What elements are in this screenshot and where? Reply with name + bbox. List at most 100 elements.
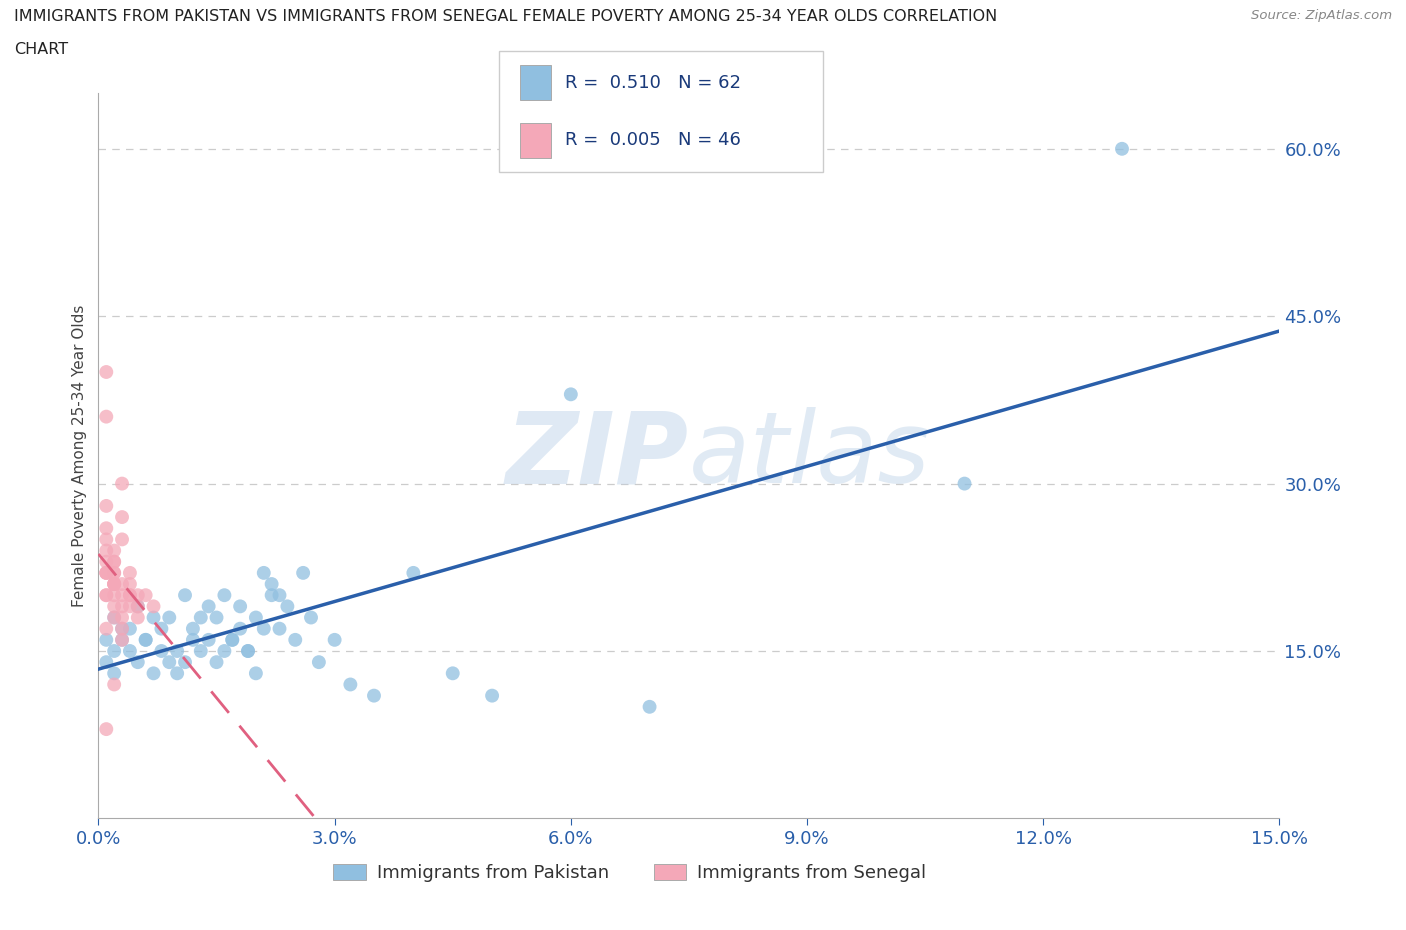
Point	[96, 655, 118, 670]
Point	[127, 588, 149, 603]
Text: Source: ZipAtlas.com: Source: ZipAtlas.com	[1251, 9, 1392, 22]
Point	[118, 565, 141, 580]
Point	[96, 543, 118, 558]
Text: atlas: atlas	[689, 407, 931, 504]
Point	[111, 621, 134, 636]
Point	[103, 577, 125, 591]
Point	[103, 554, 125, 569]
Point	[96, 498, 118, 513]
Point	[205, 610, 228, 625]
Point	[103, 577, 125, 591]
Point	[560, 387, 582, 402]
Point	[221, 632, 243, 647]
Point	[135, 588, 157, 603]
Point	[96, 565, 118, 580]
Point	[402, 565, 425, 580]
Point	[96, 632, 118, 647]
Point	[481, 688, 503, 703]
Point	[157, 610, 180, 625]
Point	[103, 677, 125, 692]
Point	[96, 588, 118, 603]
Point	[150, 621, 173, 636]
Point	[96, 588, 118, 603]
Y-axis label: Female Poverty Among 25-34 Year Olds: Female Poverty Among 25-34 Year Olds	[72, 304, 87, 607]
Point	[166, 644, 188, 658]
Point	[221, 632, 243, 647]
Point	[96, 565, 118, 580]
Text: IMMIGRANTS FROM PAKISTAN VS IMMIGRANTS FROM SENEGAL FEMALE POVERTY AMONG 25-34 Y: IMMIGRANTS FROM PAKISTAN VS IMMIGRANTS F…	[14, 9, 997, 24]
Point	[103, 588, 125, 603]
Point	[236, 644, 259, 658]
Point	[150, 644, 173, 658]
Point	[111, 632, 134, 647]
Point	[111, 610, 134, 625]
Point	[127, 610, 149, 625]
Point	[214, 588, 236, 603]
Point	[363, 688, 385, 703]
Point	[205, 655, 228, 670]
Point	[111, 577, 134, 591]
Point	[245, 610, 267, 625]
Text: R =  0.510   N = 62: R = 0.510 N = 62	[565, 73, 741, 92]
Point	[96, 532, 118, 547]
Point	[236, 644, 259, 658]
Point	[953, 476, 976, 491]
Point	[111, 532, 134, 547]
Point	[299, 610, 322, 625]
Point	[103, 666, 125, 681]
Point	[111, 476, 134, 491]
Point	[127, 599, 149, 614]
Point	[142, 610, 165, 625]
Point	[260, 577, 283, 591]
Point	[174, 655, 197, 670]
Point	[103, 610, 125, 625]
Text: R =  0.005   N = 46: R = 0.005 N = 46	[565, 131, 741, 150]
Point	[96, 554, 118, 569]
Point	[111, 599, 134, 614]
Point	[174, 588, 197, 603]
Point	[103, 610, 125, 625]
Point	[103, 644, 125, 658]
Point	[638, 699, 661, 714]
Point	[142, 599, 165, 614]
Point	[111, 632, 134, 647]
Point	[103, 577, 125, 591]
Point	[127, 599, 149, 614]
Point	[118, 588, 141, 603]
Text: ZIP: ZIP	[506, 407, 689, 504]
Point	[292, 565, 315, 580]
Point	[118, 644, 141, 658]
Point	[253, 621, 276, 636]
Point	[269, 588, 291, 603]
Point	[229, 621, 252, 636]
Point	[118, 621, 141, 636]
Point	[214, 644, 236, 658]
Point	[111, 510, 134, 525]
Point	[197, 599, 219, 614]
Point	[181, 621, 204, 636]
Point	[118, 599, 141, 614]
Point	[103, 577, 125, 591]
Point	[103, 554, 125, 569]
Point	[190, 644, 212, 658]
Point	[269, 621, 291, 636]
Point	[96, 409, 118, 424]
Point	[111, 621, 134, 636]
Point	[157, 655, 180, 670]
Point	[339, 677, 361, 692]
Point	[142, 666, 165, 681]
Point	[166, 666, 188, 681]
Point	[96, 365, 118, 379]
Point	[111, 588, 134, 603]
Point	[103, 565, 125, 580]
Point	[135, 632, 157, 647]
Point	[103, 543, 125, 558]
Point	[181, 632, 204, 647]
Point	[276, 599, 298, 614]
Point	[1111, 141, 1133, 156]
Text: CHART: CHART	[14, 42, 67, 57]
Point	[103, 599, 125, 614]
Point	[118, 577, 141, 591]
Point	[441, 666, 464, 681]
Point	[245, 666, 267, 681]
